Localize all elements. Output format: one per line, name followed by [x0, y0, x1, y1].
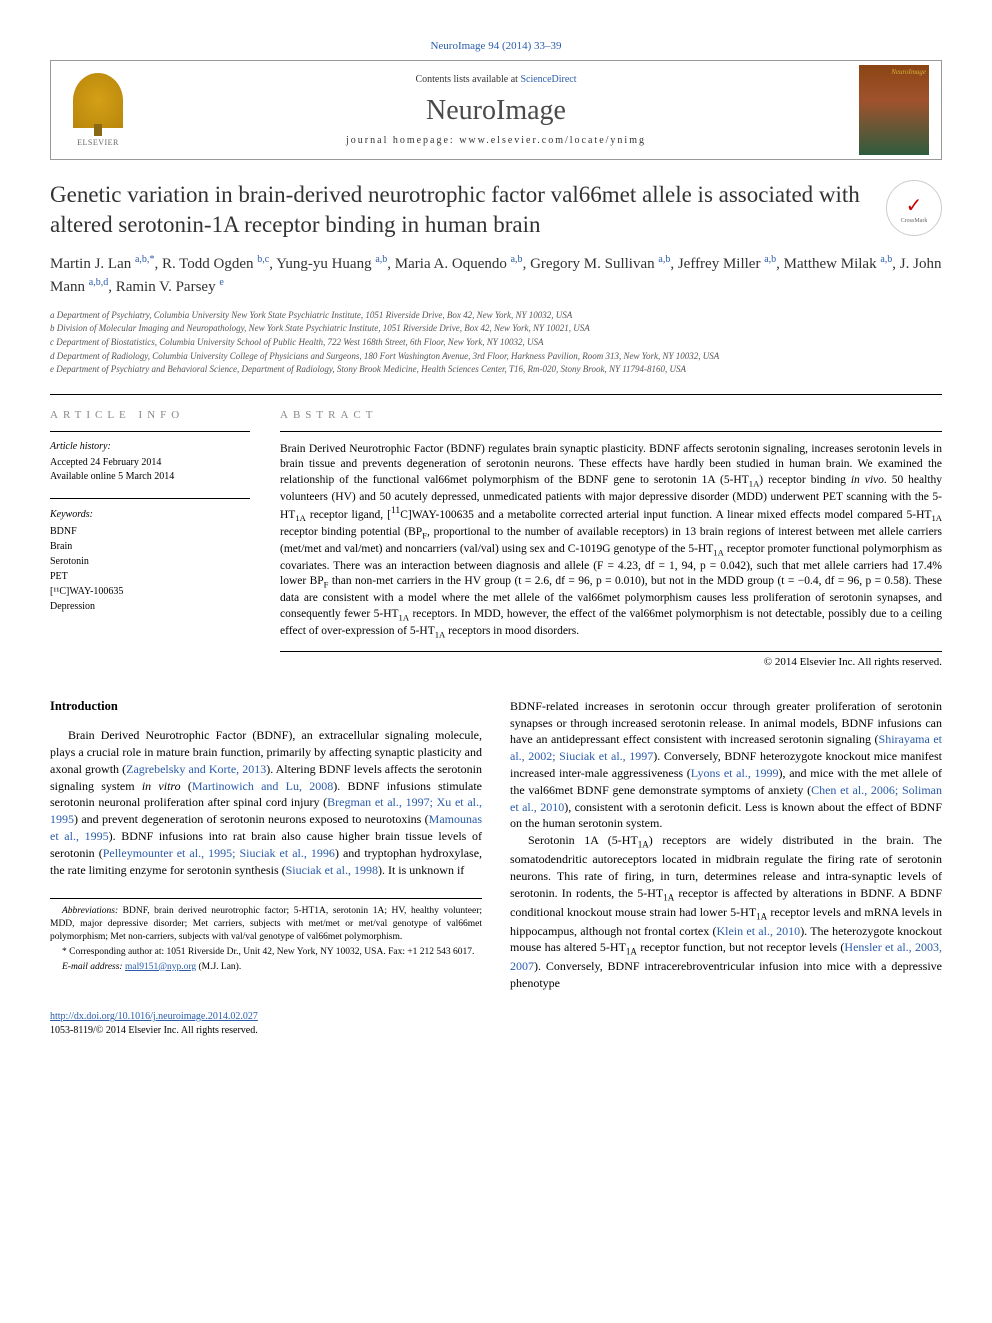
- citation-header: NeuroImage 94 (2014) 33–39: [50, 40, 942, 52]
- journal-header-box: ELSEVIER Contents lists available at Sci…: [50, 60, 942, 160]
- body-text: Introduction Brain Derived Neurotrophic …: [50, 698, 942, 992]
- crossmark-icon: ✓: [906, 193, 923, 218]
- keyword-2: Serotonin: [50, 554, 250, 569]
- email-suffix: (M.J. Lan).: [196, 962, 241, 972]
- abstract-heading: abstract: [280, 409, 942, 421]
- keyword-3: PET: [50, 569, 250, 584]
- abbreviations-footnote: Abbreviations: BDNF, brain derived neuro…: [50, 905, 482, 943]
- article-title: Genetic variation in brain-derived neuro…: [50, 180, 886, 240]
- online-date: Available online 5 March 2014: [50, 470, 250, 484]
- keyword-0: BDNF: [50, 524, 250, 539]
- corr-label: * Corresponding author at:: [62, 947, 164, 957]
- affiliation-d: d Department of Radiology, Columbia Univ…: [50, 350, 942, 363]
- contents-list-line: Contents lists available at ScienceDirec…: [133, 74, 859, 85]
- abstract-body: Brain Derived Neurotrophic Factor (BDNF)…: [280, 431, 942, 652]
- crossmark-label: CrossMark: [901, 218, 928, 224]
- column-right: BDNF-related increases in serotonin occu…: [510, 698, 942, 992]
- article-info-heading: article info: [50, 409, 250, 421]
- affiliation-e: e Department of Psychiatry and Behaviora…: [50, 363, 942, 376]
- publisher-name: ELSEVIER: [77, 138, 119, 147]
- keyword-4: [¹¹C]WAY-100635: [50, 584, 250, 599]
- intro-para-2: BDNF-related increases in serotonin occu…: [510, 698, 942, 832]
- journal-name: NeuroImage: [133, 95, 859, 127]
- affiliations: a Department of Psychiatry, Columbia Uni…: [50, 309, 942, 376]
- page-footer: http://dx.doi.org/10.1016/j.neuroimage.2…: [50, 1010, 942, 1038]
- author-list: Martin J. Lan a,b,*, R. Todd Ogden b,c, …: [50, 252, 942, 299]
- doi-link[interactable]: http://dx.doi.org/10.1016/j.neuroimage.2…: [50, 1011, 258, 1022]
- accepted-date: Accepted 24 February 2014: [50, 456, 250, 470]
- issn-copyright: 1053-8119/© 2014 Elsevier Inc. All right…: [50, 1024, 942, 1038]
- journal-cover-thumbnail: NeuroImage: [859, 65, 929, 155]
- abstract-copyright: © 2014 Elsevier Inc. All rights reserved…: [280, 656, 942, 668]
- intro-para-3: Serotonin 1A (5-HT1A) receptors are wide…: [510, 832, 942, 992]
- corr-text: 1051 Riverside Dr., Unit 42, New York, N…: [164, 947, 474, 957]
- intro-para-1: Brain Derived Neurotrophic Factor (BDNF)…: [50, 727, 482, 878]
- keywords-label: Keywords:: [50, 507, 250, 522]
- crossmark-badge[interactable]: ✓ CrossMark: [886, 180, 942, 236]
- column-left: Introduction Brain Derived Neurotrophic …: [50, 698, 482, 992]
- email-footnote: E-mail address: mal9151@nyp.org (M.J. La…: [50, 961, 482, 974]
- keyword-1: Brain: [50, 539, 250, 554]
- keyword-5: Depression: [50, 599, 250, 614]
- journal-homepage: journal homepage: www.elsevier.com/locat…: [133, 135, 859, 146]
- corresponding-author-footnote: * Corresponding author at: 1051 Riversid…: [50, 946, 482, 959]
- sciencedirect-link[interactable]: ScienceDirect: [520, 74, 576, 85]
- history-label: Article history:: [50, 440, 250, 454]
- abbrev-label: Abbreviations:: [62, 906, 118, 916]
- contents-prefix: Contents lists available at: [415, 74, 520, 85]
- introduction-heading: Introduction: [50, 698, 482, 716]
- abstract-section: abstract Brain Derived Neurotrophic Fact…: [280, 395, 942, 668]
- footnotes: Abbreviations: BDNF, brain derived neuro…: [50, 898, 482, 973]
- email-link[interactable]: mal9151@nyp.org: [125, 962, 196, 972]
- elsevier-tree-icon: [73, 73, 123, 128]
- affiliation-a: a Department of Psychiatry, Columbia Uni…: [50, 309, 942, 322]
- email-label: E-mail address:: [62, 962, 123, 972]
- affiliation-c: c Department of Biostatistics, Columbia …: [50, 336, 942, 349]
- journal-thumb-label: NeuroImage: [891, 68, 926, 76]
- affiliation-b: b Division of Molecular Imaging and Neur…: [50, 322, 942, 335]
- article-info-sidebar: article info Article history: Accepted 2…: [50, 395, 250, 668]
- elsevier-logo: ELSEVIER: [63, 70, 133, 150]
